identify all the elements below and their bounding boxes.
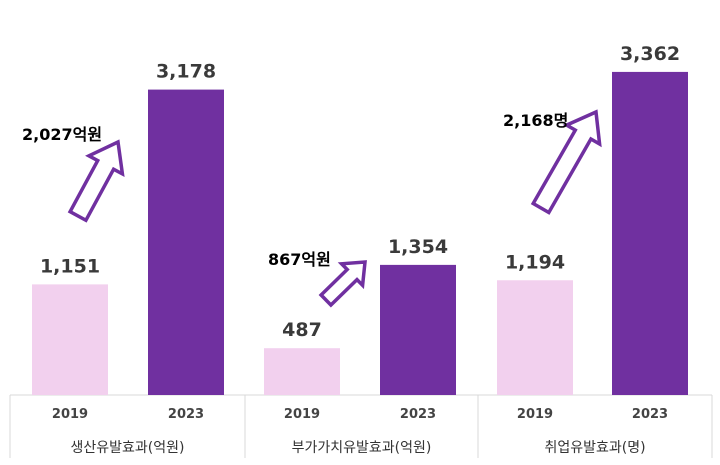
bar-2023 — [612, 71, 688, 395]
category-label: 부가가치유발효과(억원) — [292, 440, 432, 456]
year-label: 2023 — [168, 407, 204, 422]
increase-arrow-icon — [318, 260, 367, 308]
bar-2019 — [497, 280, 573, 395]
bar-2019 — [264, 348, 340, 395]
bar-2019 — [32, 284, 108, 395]
increase-label: 2,168명 — [503, 111, 568, 130]
bar-2023 — [380, 264, 456, 395]
bar-2023 — [148, 89, 224, 395]
year-label: 2019 — [284, 407, 320, 422]
value-label: 3,178 — [156, 61, 216, 83]
year-label: 2019 — [52, 407, 88, 422]
value-label: 3,362 — [620, 43, 680, 65]
category-label: 생산유발효과(억원) — [71, 440, 185, 456]
increase-label: 867억원 — [268, 250, 331, 269]
category-label: 취업유발효과(명) — [544, 440, 645, 456]
year-label: 2023 — [632, 407, 668, 422]
value-label: 1,354 — [388, 236, 448, 258]
value-label: 487 — [282, 319, 322, 341]
value-label: 1,194 — [505, 251, 565, 273]
increase-label: 2,027억원 — [22, 125, 102, 144]
year-label: 2019 — [517, 407, 553, 422]
increase-arrow-icon — [530, 109, 602, 215]
increase-arrow-icon — [67, 139, 125, 223]
value-label: 1,151 — [40, 255, 100, 277]
year-label: 2023 — [400, 407, 436, 422]
